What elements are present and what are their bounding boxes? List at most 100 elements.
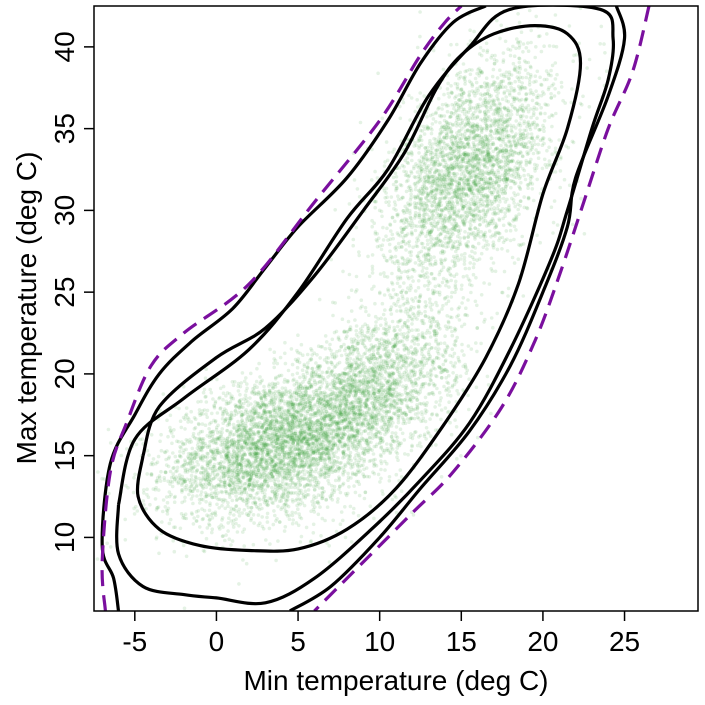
data-point <box>254 379 259 384</box>
data-point <box>291 480 295 485</box>
data-point <box>196 462 200 467</box>
data-point <box>281 410 286 414</box>
data-point <box>159 448 164 453</box>
data-point <box>177 473 182 477</box>
data-point <box>521 294 526 298</box>
data-point <box>269 467 274 472</box>
data-point <box>354 324 359 328</box>
data-point <box>271 456 275 460</box>
data-point <box>451 371 455 375</box>
data-point <box>235 497 239 502</box>
data-point <box>241 558 245 562</box>
data-point <box>243 487 247 492</box>
data-point <box>196 400 200 404</box>
data-point <box>195 459 199 464</box>
data-point <box>106 427 111 432</box>
data-point <box>312 448 317 453</box>
data-point <box>469 290 473 295</box>
data-point <box>230 487 235 492</box>
data-point <box>181 480 186 485</box>
data-point <box>343 535 348 540</box>
data-point <box>163 470 168 474</box>
data-point <box>205 408 210 413</box>
data-point <box>381 424 386 429</box>
data-point <box>475 435 480 440</box>
data-point <box>324 497 329 502</box>
data-point <box>203 455 208 460</box>
data-point <box>142 488 146 492</box>
data-point <box>201 438 205 443</box>
data-point <box>328 382 333 386</box>
data-point <box>256 453 260 457</box>
data-point <box>131 490 136 495</box>
data-point <box>161 509 165 514</box>
data-point <box>331 464 335 469</box>
data-point <box>295 497 299 501</box>
data-point <box>296 472 300 477</box>
data-point <box>223 485 228 490</box>
data-point <box>447 400 451 405</box>
data-point <box>283 525 288 529</box>
data-point <box>257 443 261 447</box>
data-point <box>312 434 316 438</box>
data-point <box>346 295 351 300</box>
data-point <box>287 408 291 412</box>
data-point <box>218 386 223 391</box>
data-point <box>196 514 200 519</box>
data-point <box>417 333 421 337</box>
data-point <box>237 524 241 528</box>
data-point <box>195 483 199 488</box>
data-point <box>305 477 310 481</box>
data-point <box>336 433 341 438</box>
data-point <box>217 466 222 471</box>
data-point <box>203 477 208 482</box>
data-point <box>249 469 254 474</box>
data-point <box>355 397 360 402</box>
data-point <box>326 394 330 399</box>
data-point <box>286 452 290 456</box>
data-point <box>172 500 177 505</box>
data-point <box>300 445 305 450</box>
data-point <box>301 495 306 499</box>
data-point <box>257 431 261 435</box>
data-point <box>332 484 337 489</box>
data-point <box>399 290 404 295</box>
data-point <box>158 476 162 480</box>
data-point <box>337 398 342 403</box>
data-point <box>352 484 356 488</box>
data-point <box>225 412 230 417</box>
data-point <box>200 429 205 434</box>
data-point <box>275 410 280 415</box>
data-point <box>216 436 220 440</box>
data-point <box>332 383 337 388</box>
data-point <box>442 341 447 346</box>
data-point <box>388 398 393 402</box>
data-point <box>353 345 358 350</box>
data-point <box>158 479 163 483</box>
data-point <box>426 430 430 434</box>
data-point <box>216 448 220 453</box>
data-point <box>246 428 251 433</box>
data-point <box>433 405 437 409</box>
data-point <box>249 516 254 521</box>
data-point <box>220 498 224 502</box>
data-point <box>254 450 259 455</box>
data-point <box>443 359 448 364</box>
data-point <box>171 451 175 455</box>
data-point <box>263 430 268 435</box>
data-point <box>192 487 197 491</box>
data-point <box>390 497 395 502</box>
data-point <box>166 434 170 439</box>
data-point <box>221 421 225 426</box>
data-point <box>237 399 242 404</box>
data-point <box>183 495 187 500</box>
data-point <box>270 490 275 494</box>
data-point <box>309 446 314 451</box>
data-point <box>168 482 172 486</box>
data-point <box>267 526 272 531</box>
data-point <box>346 475 351 480</box>
data-point <box>266 435 270 439</box>
data-point <box>265 420 269 424</box>
data-point <box>386 388 391 392</box>
data-point <box>271 427 275 432</box>
